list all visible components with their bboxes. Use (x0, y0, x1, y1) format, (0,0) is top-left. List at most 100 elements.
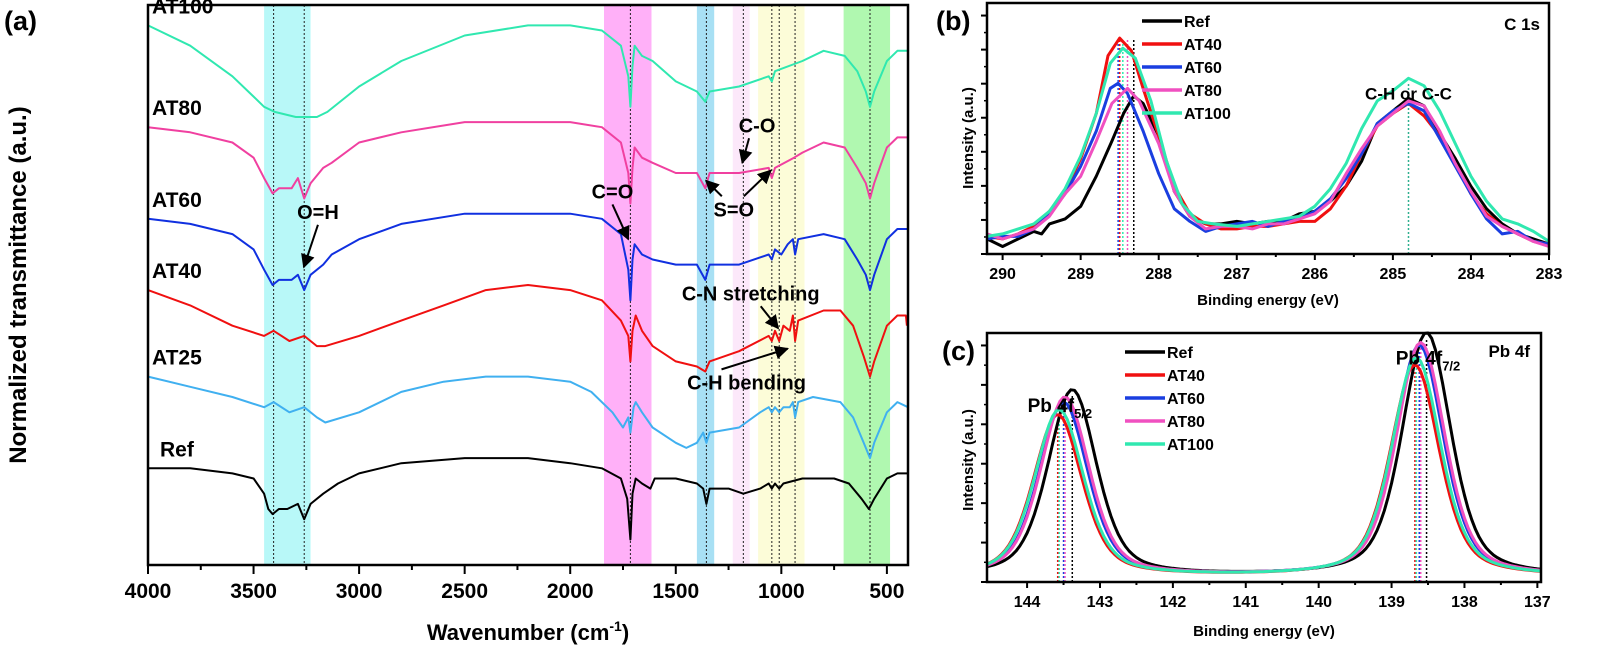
band-2 (696, 5, 715, 565)
panel-label-a: (a) (4, 6, 37, 36)
series-at100 (986, 46, 1550, 243)
annotations: O=H C=O C-O S=O C-N stretching C-H bending (297, 115, 820, 394)
annotation-c-o: C=O (592, 181, 634, 203)
legend-label-ref: Ref (1167, 345, 1193, 362)
series-at80 (147, 121, 908, 205)
legend-label-at60: AT60 (1184, 60, 1222, 77)
x-tick-label-138: 138 (1451, 594, 1478, 611)
x-tick-label-139: 139 (1378, 594, 1405, 611)
series-label-at80: AT80 (152, 97, 202, 120)
annotation-main: Pb 4f (1028, 396, 1075, 417)
series-label-ref: Ref (160, 438, 195, 461)
series-at100 (147, 24, 908, 118)
x-tick-label-141: 141 (1232, 594, 1259, 611)
legend-label-at40: AT40 (1167, 368, 1205, 385)
series-at60 (986, 343, 1542, 574)
x-tick-label-2000: 2000 (547, 580, 594, 603)
annotation-arrow-s-o-1 (743, 169, 772, 197)
annotation-pb-4f-7-2: Pb 4f7/2 (1396, 348, 1461, 373)
x-tick-label-4000: 4000 (125, 580, 172, 603)
annotation-arrow-c-h-bending-0 (721, 345, 790, 371)
annotation-sub: 7/2 (1442, 358, 1460, 373)
x-tick-label-1000: 1000 (758, 580, 805, 603)
band-5 (843, 5, 891, 565)
x-axis-title-a-main: Wavenumber (cm (427, 620, 610, 645)
x-tick-label-3500: 3500 (230, 580, 277, 603)
band-4 (758, 5, 805, 565)
band-0 (264, 5, 311, 565)
legend-label-at80: AT80 (1184, 83, 1222, 100)
legend-b: Ref AT40 AT60 AT80 AT100 (1142, 14, 1231, 123)
legend-c: Ref AT40 AT60 AT80 AT100 (1125, 345, 1214, 454)
annotation-o-h: O=H (297, 202, 339, 224)
x-tick-label-500: 500 (869, 580, 904, 603)
annotation-s-o: S=O (714, 199, 755, 221)
plot-frame-b (985, 1, 1551, 256)
series-label-at60: AT60 (152, 189, 202, 212)
x-axis-title-a-sup: -1 (609, 618, 622, 634)
x-tick-label-2500: 2500 (441, 580, 488, 603)
legend-label-at60: AT60 (1167, 391, 1205, 408)
series-at80 (986, 340, 1542, 574)
annotation-arrow-o-h-0 (301, 224, 319, 269)
y-axis-title-b: Intensity (a.u.) (960, 87, 977, 189)
x-axis-title-a-end: ) (622, 620, 629, 645)
x-tick-label-1500: 1500 (652, 580, 699, 603)
series-label-at100: AT100 (152, 0, 213, 18)
x-tick-label-137: 137 (1524, 594, 1551, 611)
plot-frame-a (146, 3, 910, 567)
annotation-c-n-stretching: C-N stretching (682, 283, 820, 305)
x-tick-label-3000: 3000 (336, 580, 383, 603)
plot-frame-c (985, 331, 1543, 584)
annotation-sub: 5/2 (1074, 406, 1092, 421)
x-tick-label-284: 284 (1458, 266, 1485, 283)
x-tick-label-290: 290 (989, 266, 1016, 283)
pb4f-series (986, 331, 1542, 574)
annotation-c-h-bending: C-H bending (687, 372, 806, 394)
y-axis-title-a: Normalized transmittance (a.u.) (5, 106, 32, 463)
x-tick-label-283: 283 (1536, 266, 1563, 283)
panel-label-c: (c) (942, 336, 975, 366)
x-tick-label-140: 140 (1305, 594, 1332, 611)
x-tick-label-144: 144 (1014, 594, 1041, 611)
annotation-arrow-c-n-stretching-0 (759, 305, 780, 330)
chart-title-b: C 1s (1504, 15, 1540, 34)
annotation-c-o: C-O (739, 115, 776, 137)
panel-b-axes: 290 289 288 287 286 285 284 283 (981, 1, 1563, 283)
x-axis-title-a: Wavenumber (cm-1) (427, 618, 629, 645)
panel-a-axes: 4000 3500 3000 2500 2000 1500 1000 500 (125, 3, 910, 603)
annotation-arrow-c-o-0 (738, 138, 753, 165)
legend-label-ref: Ref (1184, 14, 1210, 31)
legend-label-at100: AT100 (1167, 437, 1214, 454)
series-at80 (986, 86, 1550, 248)
peak-markers (1117, 38, 1410, 254)
annotation-main: Pb 4f (1396, 348, 1443, 369)
series-at60 (147, 212, 908, 302)
annotation-c-h-or-c-c: C-H or C-C (1365, 85, 1452, 104)
series-label-at25: AT25 (152, 347, 202, 370)
x-tick-label-285: 285 (1380, 266, 1407, 283)
annotations-c: Pb 4f5/2Pb 4f7/2 (1028, 348, 1461, 421)
x-tick-label-142: 142 (1160, 594, 1187, 611)
series-at100 (986, 356, 1542, 574)
annotation-arrow-s-o-0 (704, 179, 723, 197)
x-axis-title-c: Binding energy (eV) (1193, 623, 1335, 640)
x-tick-label-289: 289 (1067, 266, 1094, 283)
legend-label-at100: AT100 (1184, 106, 1231, 123)
y-axis-title-c: Intensity (a.u.) (960, 409, 977, 511)
panel-b-c1s: 290 289 288 287 286 285 284 283 Ref AT40 AT60 AT80… (936, 1, 1563, 309)
panel-label-b: (b) (936, 6, 970, 36)
series-at40 (147, 284, 908, 378)
annotation-arrow-c-o-0 (611, 204, 630, 241)
x-tick-label-288: 288 (1145, 266, 1172, 283)
x-tick-label-287: 287 (1223, 266, 1250, 283)
x-tick-label-286: 286 (1301, 266, 1328, 283)
series-ref (148, 457, 908, 541)
panel-c-axes: 144 143 142 141 140 139 138 137 (981, 331, 1551, 611)
x-tick-label-143: 143 (1087, 594, 1114, 611)
series-label-at40: AT40 (152, 260, 202, 283)
c1s-series (986, 36, 1550, 248)
panel-c-pb4f: 144 143 142 141 140 139 138 137 Ref AT40 AT60 AT80… (942, 331, 1551, 640)
series-at25 (147, 375, 909, 460)
